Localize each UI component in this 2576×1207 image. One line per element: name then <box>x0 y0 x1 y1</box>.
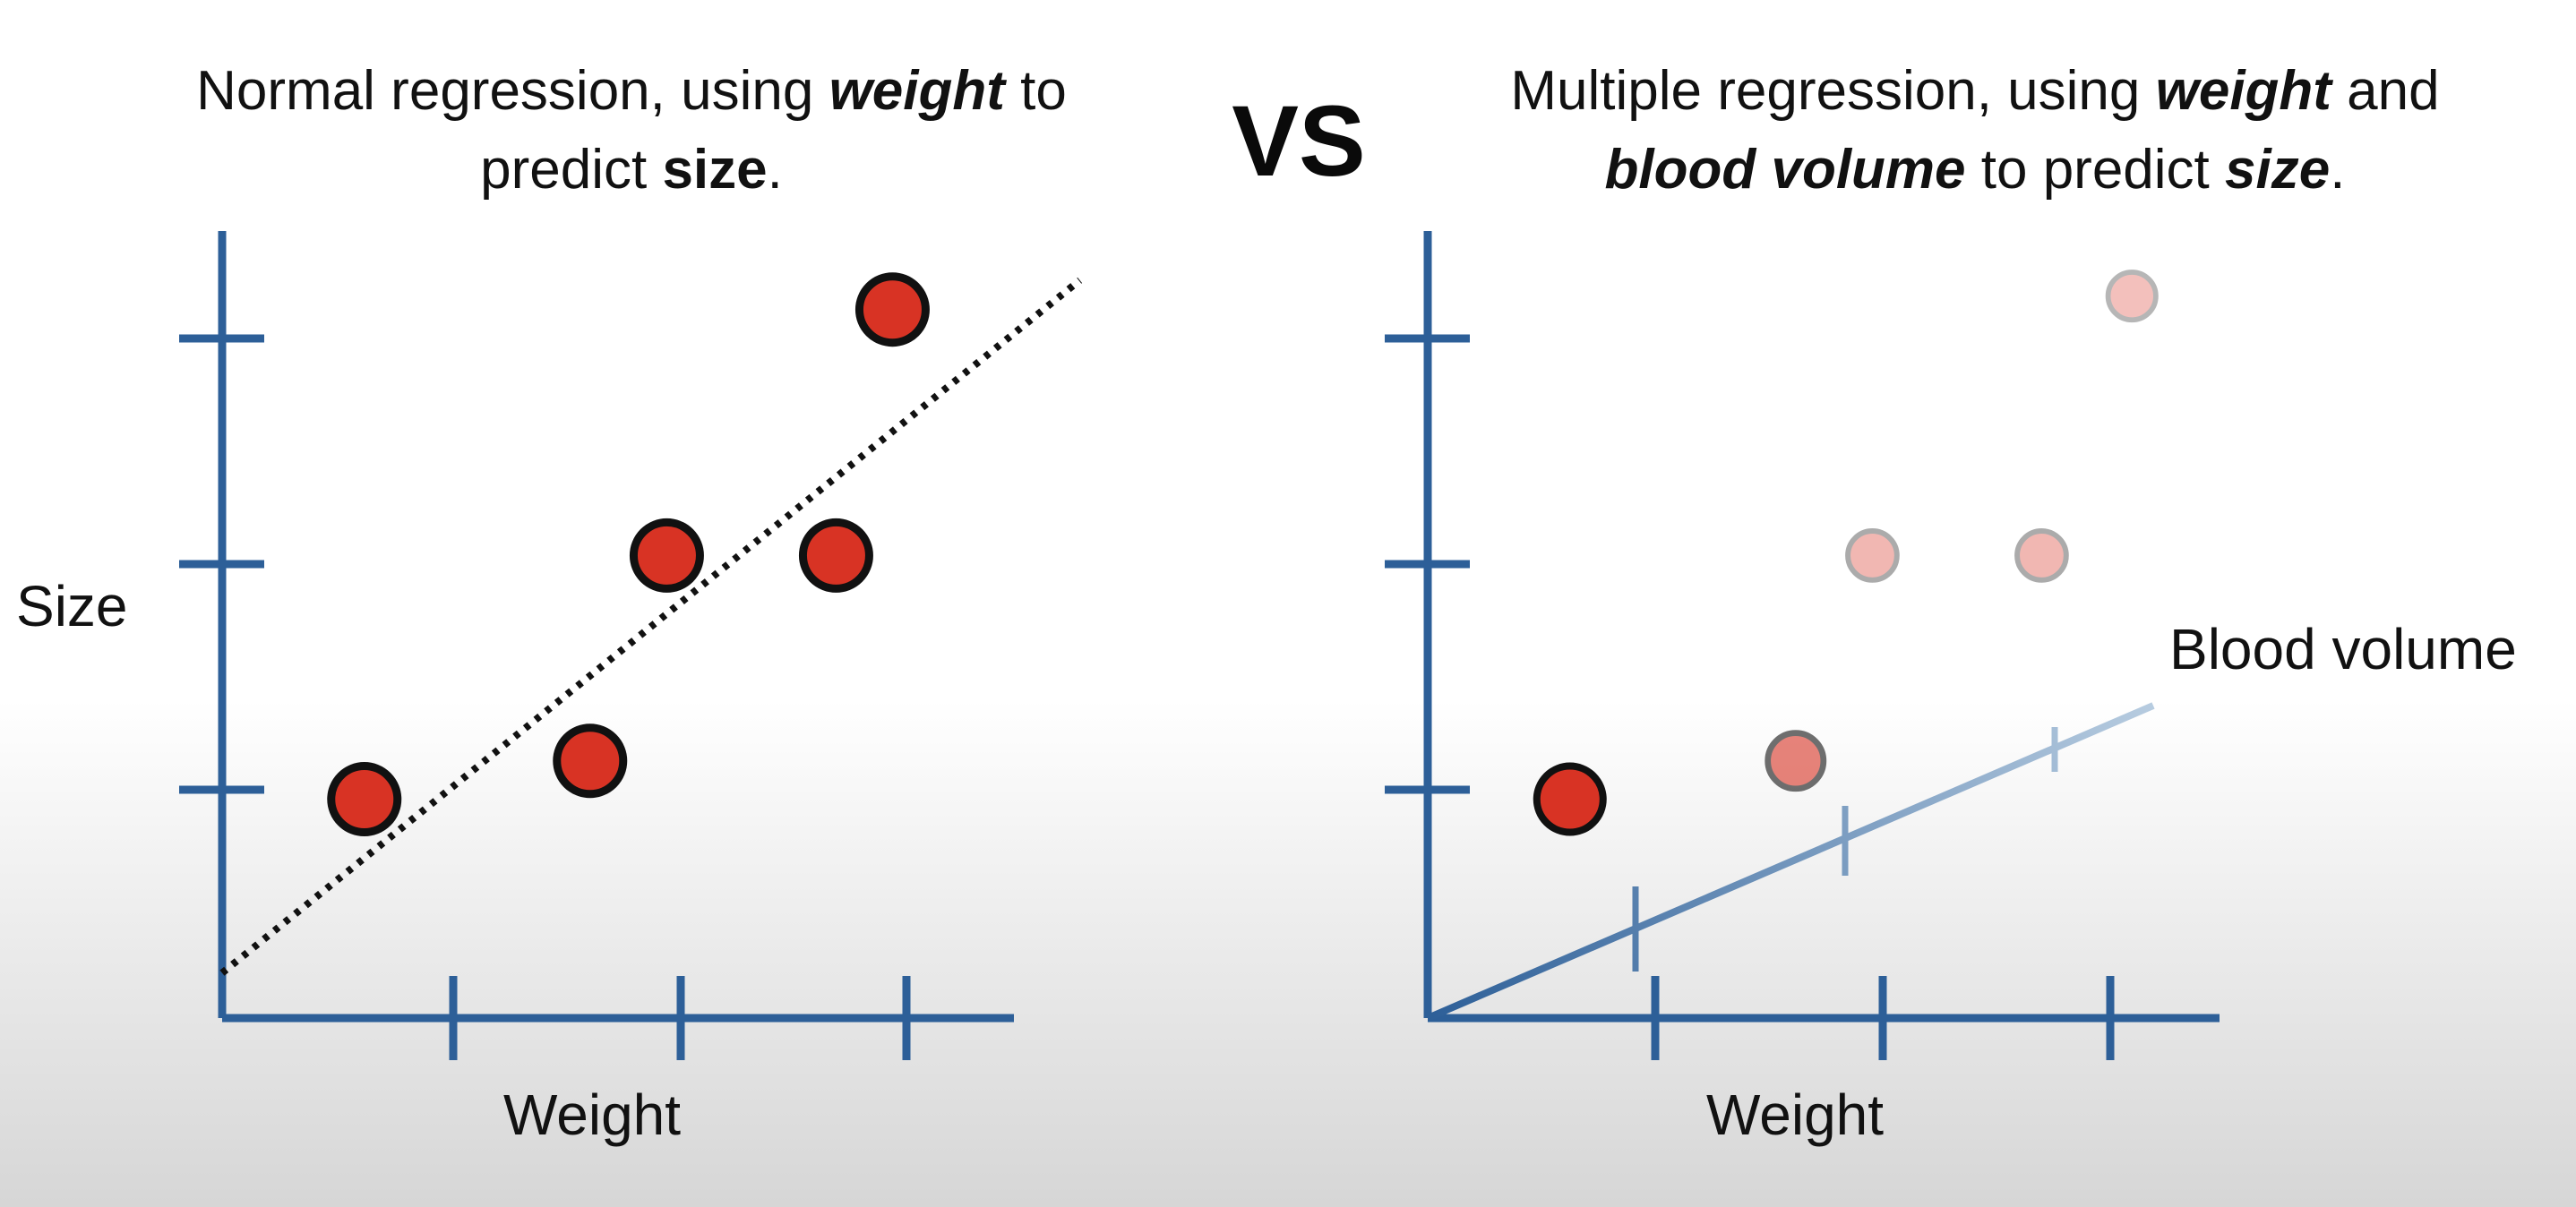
left-data-points <box>327 272 930 837</box>
left-data-point <box>327 762 402 837</box>
vs-label: VS <box>1232 85 1366 197</box>
right-data-point <box>1533 762 1607 836</box>
left-data-point <box>629 518 704 593</box>
right-plot-title: Multiple regression, using weight and bl… <box>1510 60 2440 201</box>
size-axis-label: Size <box>16 574 128 638</box>
left-data-point <box>553 723 628 799</box>
regression-fit-line <box>219 277 1083 976</box>
blood-volume-axis <box>1426 702 2155 1022</box>
left-plot-axes <box>179 231 1014 1060</box>
right-data-point <box>2105 270 2159 323</box>
left-weight-axis-label: Weight <box>503 1083 682 1147</box>
right-plot-axes <box>1385 231 2220 1060</box>
right-data-point <box>2014 528 2069 583</box>
blood-volume-axis-label: Blood volume <box>2169 617 2517 681</box>
right-data-point <box>1765 730 1827 792</box>
right-data-point <box>1845 528 1900 583</box>
left-plot-title: Normal regression, using weight to predi… <box>196 60 1067 201</box>
left-data-point <box>854 272 930 347</box>
right-weight-axis-label: Weight <box>1706 1083 1885 1147</box>
right-data-points <box>1533 270 2159 836</box>
left-data-point <box>798 518 873 593</box>
